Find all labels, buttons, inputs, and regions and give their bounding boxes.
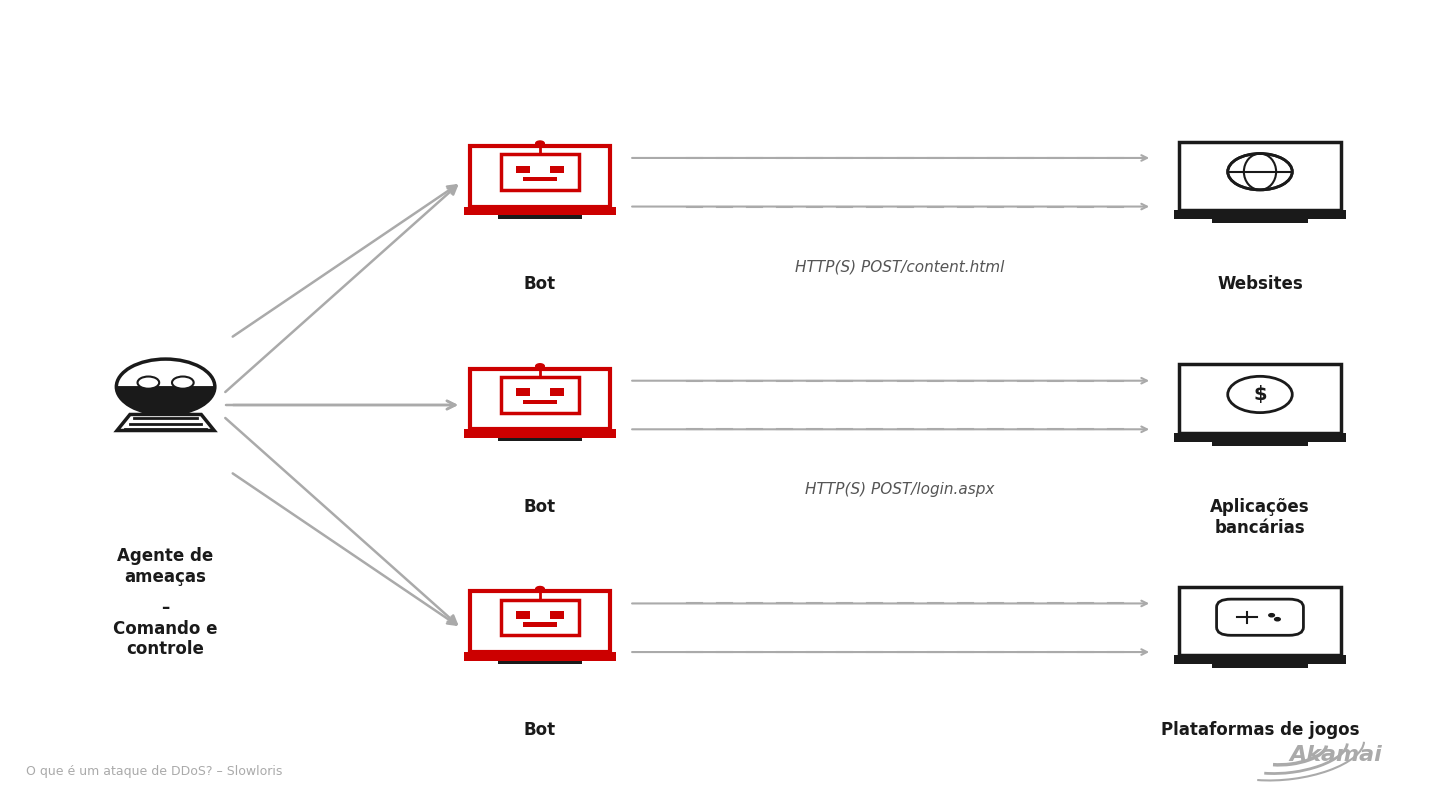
Circle shape	[1269, 614, 1274, 617]
FancyBboxPatch shape	[523, 622, 557, 626]
FancyBboxPatch shape	[1179, 364, 1341, 433]
FancyBboxPatch shape	[498, 215, 582, 219]
Text: Aplicações
bancárias: Aplicações bancárias	[1210, 498, 1310, 537]
Circle shape	[117, 359, 215, 415]
FancyBboxPatch shape	[469, 369, 611, 429]
FancyBboxPatch shape	[464, 207, 616, 215]
FancyBboxPatch shape	[550, 165, 564, 173]
FancyBboxPatch shape	[1174, 210, 1346, 219]
Text: O que é um ataque de DDoS? – Slowloris: O que é um ataque de DDoS? – Slowloris	[26, 765, 282, 778]
Circle shape	[1228, 377, 1292, 412]
FancyBboxPatch shape	[1174, 655, 1346, 664]
FancyBboxPatch shape	[464, 429, 616, 437]
FancyBboxPatch shape	[516, 611, 530, 619]
Circle shape	[536, 586, 544, 591]
FancyBboxPatch shape	[1179, 587, 1341, 655]
FancyBboxPatch shape	[501, 377, 579, 412]
FancyBboxPatch shape	[550, 388, 564, 396]
FancyBboxPatch shape	[469, 591, 611, 652]
FancyBboxPatch shape	[1174, 433, 1346, 441]
Polygon shape	[117, 415, 215, 431]
Text: Comando e
controle: Comando e controle	[114, 620, 217, 659]
Text: Akamai: Akamai	[1290, 745, 1382, 765]
FancyBboxPatch shape	[523, 177, 557, 181]
Circle shape	[138, 377, 160, 389]
Circle shape	[171, 377, 193, 389]
FancyBboxPatch shape	[498, 661, 582, 664]
Text: Agente de
ameaças: Agente de ameaças	[118, 547, 213, 586]
Text: $: $	[1253, 385, 1267, 404]
FancyBboxPatch shape	[501, 600, 579, 635]
Text: Plataformas de jogos: Plataformas de jogos	[1161, 721, 1359, 739]
FancyBboxPatch shape	[516, 165, 530, 173]
Wedge shape	[117, 387, 215, 415]
FancyBboxPatch shape	[1211, 219, 1309, 223]
FancyBboxPatch shape	[1179, 142, 1341, 210]
FancyBboxPatch shape	[1217, 599, 1303, 635]
FancyBboxPatch shape	[550, 611, 564, 619]
FancyBboxPatch shape	[1211, 664, 1309, 668]
Text: HTTP(S) POST/login.aspx: HTTP(S) POST/login.aspx	[805, 482, 995, 497]
FancyBboxPatch shape	[523, 399, 557, 403]
FancyBboxPatch shape	[516, 388, 530, 396]
Circle shape	[536, 364, 544, 369]
FancyBboxPatch shape	[498, 437, 582, 441]
Circle shape	[1228, 154, 1292, 190]
Text: Bot: Bot	[524, 275, 556, 293]
Text: HTTP(S) POST/content.html: HTTP(S) POST/content.html	[795, 259, 1005, 275]
FancyBboxPatch shape	[1211, 441, 1309, 446]
FancyBboxPatch shape	[501, 155, 579, 190]
Text: –: –	[161, 599, 170, 617]
FancyBboxPatch shape	[464, 652, 616, 661]
FancyBboxPatch shape	[469, 146, 611, 207]
Text: Websites: Websites	[1217, 275, 1303, 293]
Circle shape	[1274, 617, 1280, 620]
Circle shape	[536, 141, 544, 146]
Text: Bot: Bot	[524, 498, 556, 516]
Text: Bot: Bot	[524, 721, 556, 739]
